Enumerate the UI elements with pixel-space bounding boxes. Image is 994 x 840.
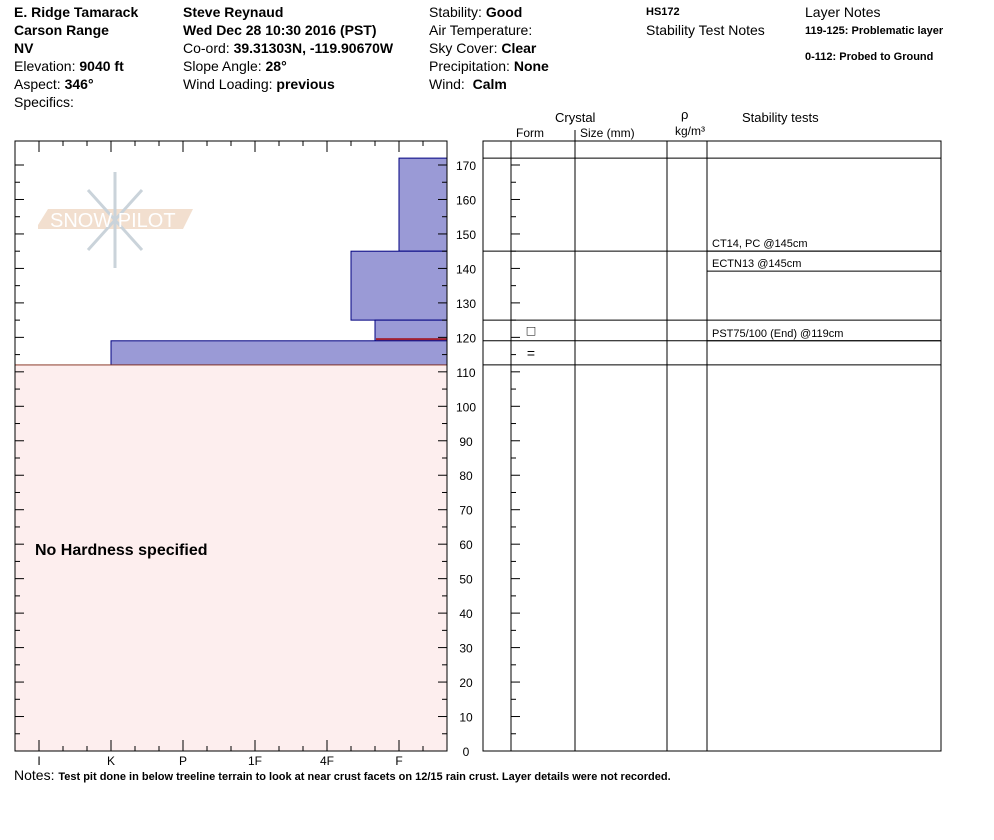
stability-test-label: ECTN13 @145cm [712,258,801,270]
depth-tick-label: 150 [456,228,476,242]
hardness-tick-label: K [107,754,115,768]
density-unit: kg/m³ [675,124,705,138]
hardness-bar [374,319,448,342]
depth-tick-label: 50 [459,573,473,587]
wind-loading: Wind Loading: previous [183,76,335,92]
stability-tests-header: Stability tests [742,110,819,125]
form-header: Form [516,126,544,140]
range: Carson Range [14,22,109,38]
stability-test-notes: Stability Test Notes [646,22,765,38]
datetime: Wed Dec 28 10:30 2016 (PST) [183,22,377,38]
hardness-tick-label: 1F [248,754,262,768]
slope-angle: Slope Angle: 28° [183,58,287,74]
snowpilot-logo: SNOW PILOT [38,172,193,268]
depth-tick-label: 60 [459,538,473,552]
hardness-tick-label: P [179,754,187,768]
crystal-header: Crystal [555,110,596,125]
crystal-form-symbol: = [527,345,535,361]
depth-tick-label: 130 [456,297,476,311]
layer-note: 0-112: Probed to Ground [805,51,934,63]
depth-tick-label: 40 [459,607,473,621]
notes: Notes: Test pit done in below treeline t… [14,767,671,783]
stability-test-label: CT14, PC @145cm [712,238,808,250]
layer-note: 119-125: Problematic layer [805,25,944,37]
depth-tick-label: 70 [459,504,473,518]
hardness-bar [398,157,448,252]
depth-tick-label: 100 [456,400,476,414]
hardness-tick-label: I [37,754,40,768]
location: E. Ridge Tamarack [14,4,139,20]
hardness-bar [350,250,448,321]
depth-tick-label: 30 [459,642,473,656]
crystal-form-symbol: □ [527,322,536,338]
depth-tick-label: 80 [459,469,473,483]
specifics: Specifics: [14,94,74,110]
aspect: Aspect: 346° [14,76,94,92]
hardness-tick-label: 4F [320,754,334,768]
hardness-bar [110,340,448,366]
hs: HS172 [646,6,680,18]
depth-tick-label: 140 [456,262,476,276]
depth-tick-label: 90 [459,435,473,449]
air-temperature: Air Temperature: [429,22,533,38]
density-symbol: ρ [681,107,689,122]
depth-tick-label: 20 [459,676,473,690]
precipitation: Precipitation: None [429,58,549,74]
depth-tick-label: 120 [456,331,476,345]
no-hardness-label: No Hardness specified [35,542,208,559]
depth-tick-label: 0 [463,745,470,759]
depth-tick-label: 160 [456,193,476,207]
observer: Steve Reynaud [183,4,284,20]
no-hardness-area [14,364,448,752]
depth-tick-label: 170 [456,159,476,173]
stability: Stability: Good [429,4,523,20]
hardness-tick-label: F [395,754,402,768]
depth-tick-label: 110 [456,366,475,380]
size-header: Size (mm) [580,126,635,140]
depth-tick-label: 10 [459,711,473,725]
stability-test-label: PST75/100 (End) @119cm [712,328,843,340]
wind: Wind: Calm [429,76,507,92]
svg-text:SNOW PILOT: SNOW PILOT [50,210,176,232]
elevation: Elevation: 9040 ft [14,58,124,74]
layer-table-frame [482,140,942,752]
layer-notes-title: Layer Notes [805,4,881,20]
state: NV [14,40,34,56]
coordinates: Co-ord: 39.31303N, -119.90670W [183,40,394,56]
sky-cover: Sky Cover: Clear [429,40,537,56]
